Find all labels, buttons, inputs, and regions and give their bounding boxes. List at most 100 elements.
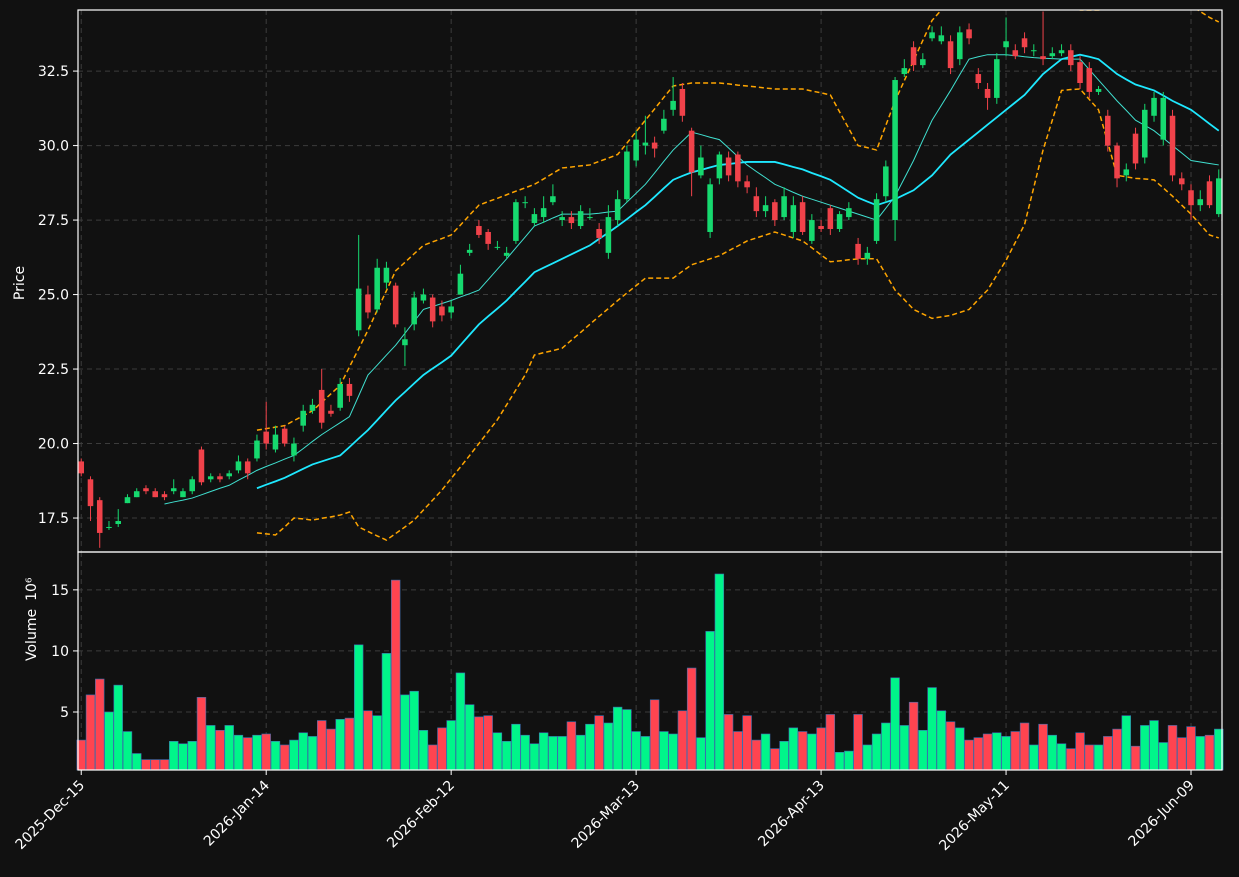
volume-bar	[1186, 726, 1196, 771]
volume-bar	[723, 714, 734, 771]
y-tick-label: 5	[60, 705, 69, 721]
y-tick-label: 20.0	[38, 437, 69, 453]
candle-body	[133, 491, 140, 498]
volume-bar	[316, 720, 327, 771]
volume-bar	[770, 748, 780, 771]
y-tick-label: 17.5	[38, 511, 69, 527]
moving-average	[164, 54, 1219, 505]
candle-body	[966, 29, 972, 39]
candle-body	[439, 306, 445, 316]
volume-bar	[955, 727, 965, 771]
volume-bar	[603, 722, 614, 771]
candle-body	[1142, 109, 1148, 158]
candle-body	[799, 202, 806, 232]
volume-bar	[871, 733, 882, 771]
volume-bar	[548, 736, 558, 771]
volume-bar	[705, 631, 715, 771]
volume-bar	[677, 710, 688, 771]
volume-bar	[483, 715, 493, 771]
volume-frame	[77, 551, 1223, 771]
volume-bar	[575, 734, 586, 771]
volume-bar	[1195, 736, 1205, 771]
volume-bar	[594, 715, 604, 771]
candle-body	[476, 226, 482, 235]
price-axis-label: Price	[12, 266, 28, 300]
candle-body	[189, 479, 195, 492]
candle-body	[1049, 53, 1056, 57]
candle-body	[513, 202, 519, 241]
y-tick-label: 32.5	[38, 64, 69, 80]
candle-body	[661, 118, 667, 131]
volume-bar	[307, 736, 318, 771]
candle-body	[1160, 97, 1167, 140]
candle-body	[550, 196, 556, 203]
candle-body	[1068, 50, 1074, 66]
y-tick-label: 25.0	[38, 288, 69, 304]
volume-bar	[853, 714, 863, 771]
volume-bar	[566, 721, 577, 771]
candle-body	[901, 68, 908, 75]
volume-bar	[1167, 725, 1178, 771]
volume-bar	[807, 733, 817, 771]
volume-bar	[649, 699, 660, 771]
x-tick-label: 2026-Jan-14	[201, 777, 273, 849]
candle-body	[577, 211, 584, 227]
volume-bar	[1038, 723, 1048, 771]
volume-bar	[945, 721, 956, 771]
volume-bar	[427, 744, 438, 771]
volume-bar	[964, 739, 974, 771]
volume-bar	[760, 733, 771, 771]
volume-bar	[344, 717, 355, 771]
candle-body	[374, 267, 380, 310]
candle-body	[1040, 56, 1046, 60]
price-marks	[78, 10, 1222, 548]
volume-bar	[372, 715, 382, 771]
volume-bar	[1130, 745, 1141, 771]
candle-body	[1003, 41, 1009, 48]
volume-bar	[511, 723, 521, 771]
candle-body	[1178, 178, 1185, 185]
candle-body	[836, 214, 843, 230]
candle-body	[522, 202, 528, 204]
y-tick-label: 30.0	[38, 139, 69, 155]
volume-bar	[881, 722, 891, 771]
candle-body	[614, 199, 621, 221]
volume-unit: 10⁶	[24, 577, 40, 601]
candle-body	[300, 410, 306, 426]
candle-body	[318, 389, 325, 423]
candle-body	[420, 294, 427, 301]
candle-body	[1197, 199, 1204, 206]
candle-body	[744, 181, 750, 188]
volume-bar	[206, 725, 216, 771]
volume-bar	[464, 704, 475, 771]
candle-body	[494, 246, 501, 248]
volume-bar	[788, 727, 799, 771]
candle-body	[235, 461, 242, 471]
candle-body	[994, 59, 1000, 98]
volume-bar	[132, 753, 142, 771]
candle-body	[78, 461, 85, 474]
candle-body	[244, 461, 251, 474]
candle-body	[651, 142, 658, 149]
candle-body	[402, 339, 408, 346]
candle-body	[762, 205, 769, 212]
volume-bar	[908, 701, 919, 771]
volume-bar	[104, 711, 114, 771]
candle-body	[143, 488, 149, 492]
candle-body	[531, 214, 538, 224]
volume-bar	[1177, 737, 1187, 771]
volume-bar	[159, 759, 170, 771]
candle-body	[448, 306, 454, 313]
volume-bar	[363, 710, 373, 771]
volume-bar	[529, 743, 540, 771]
volume-bar	[280, 744, 290, 771]
candle-body	[947, 41, 954, 69]
volume-bar	[400, 694, 410, 771]
volume-bar	[1103, 736, 1113, 771]
candle-body	[559, 217, 565, 221]
candle-body	[957, 32, 963, 60]
candle-body	[291, 443, 297, 456]
candle-body	[503, 252, 510, 256]
volume-bar	[825, 714, 836, 771]
volume-bar	[982, 733, 993, 771]
